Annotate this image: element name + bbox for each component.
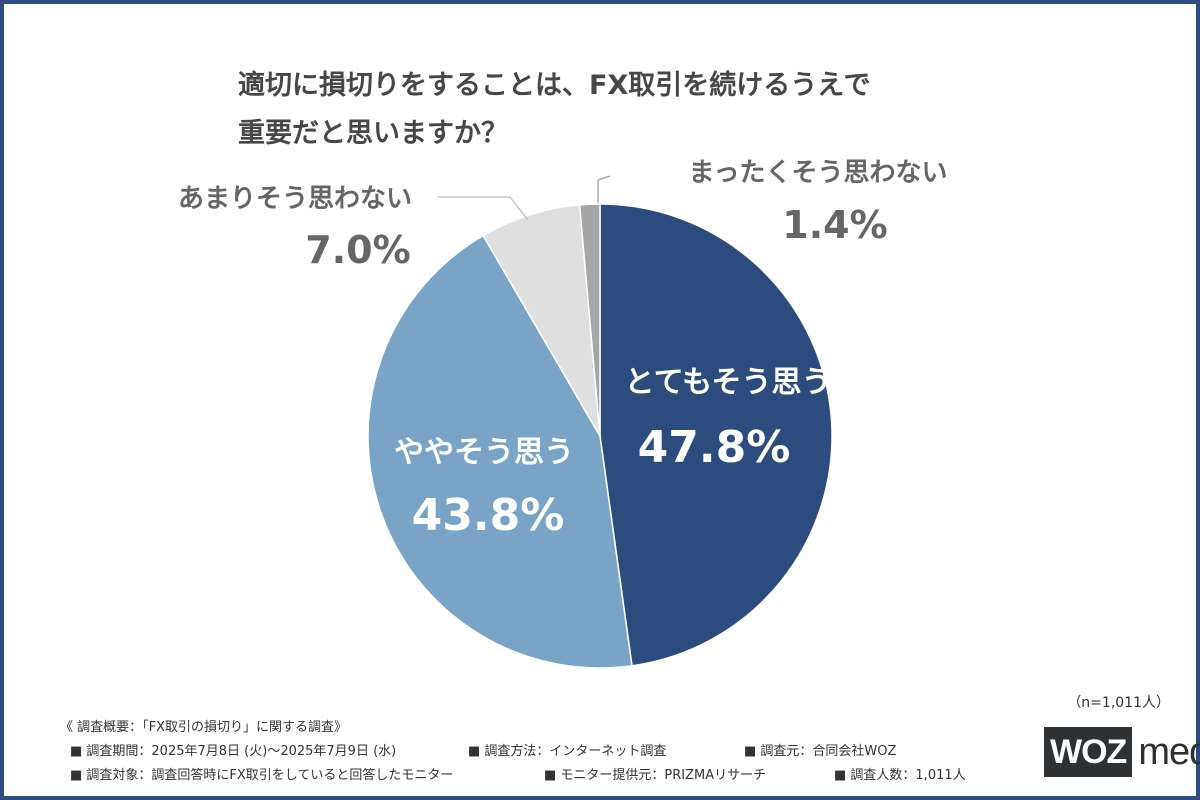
slice-value-somewhat-disagree: 7.0% xyxy=(305,228,410,272)
survey-count: ■ 調査人数：1,011人 xyxy=(834,768,966,783)
slice-somewhat-disagree xyxy=(482,204,601,437)
woz-media-logo: WOZ media xyxy=(1044,723,1200,781)
slice-somewhat-agree xyxy=(367,234,633,669)
survey-subjects: ■ 調査対象：調査回答時にFX取引をしていると回答したモニター xyxy=(70,768,454,783)
survey-provider: ■ モニター提供元：PRIZMAリサーチ xyxy=(544,768,767,783)
survey-line-1: ■ 調査期間：2025年7月8日 (火)～2025年7月9日 (水) ■ 調査方… xyxy=(60,740,896,764)
title-line-1: 適切に損切りをすることは、FX取引を続けるうえで xyxy=(238,70,871,101)
survey-method: ■ 調査方法：インターネット調査 xyxy=(468,744,667,759)
survey-organizer: ■ 調査元：合同会社WOZ xyxy=(744,744,897,759)
slice-value-somewhat-agree: 43.8% xyxy=(412,490,565,541)
survey-period: ■ 調査期間：2025年7月8日 (火)～2025年7月9日 (水) xyxy=(70,744,397,759)
slice-label-strongly-agree: とてもそう思う xyxy=(625,365,832,400)
sample-size-note: （n=1,011人） xyxy=(1067,695,1170,711)
slice-label-strongly-disagree: まったくそう思わない xyxy=(689,158,948,188)
slice-value-strongly-agree: 47.8% xyxy=(638,422,791,473)
slice-strongly-agree xyxy=(599,203,833,667)
leader-line-somewhat-disagree xyxy=(438,196,529,221)
chart-title: 適切に損切りをすることは、FX取引を続けるうえで 重要だと思いますか？ xyxy=(238,62,870,158)
title-line-2: 重要だと思いますか？ xyxy=(238,118,508,149)
slice-label-somewhat-disagree: あまりそう思わない xyxy=(178,184,412,214)
slice-value-strongly-disagree: 1.4% xyxy=(782,203,887,247)
slice-label-somewhat-agree: ややそう思う xyxy=(394,435,574,470)
slice-strongly-disagree xyxy=(578,203,601,437)
leader-line-strongly-disagree xyxy=(597,175,611,203)
survey-line-2: ■ 調査対象：調査回答時にFX取引をしていると回答したモニター ■ モニター提供… xyxy=(60,764,966,788)
pie-slices xyxy=(367,203,833,669)
logo-word: media xyxy=(1138,731,1200,773)
survey-heading: 《 調査概要：「FX取引の損切り」に関する調査》 xyxy=(60,720,348,735)
survey-summary: 《 調査概要：「FX取引の損切り」に関する調査》 ■ 調査期間：2025年7月8… xyxy=(60,716,966,788)
logo-box: WOZ xyxy=(1044,727,1133,777)
